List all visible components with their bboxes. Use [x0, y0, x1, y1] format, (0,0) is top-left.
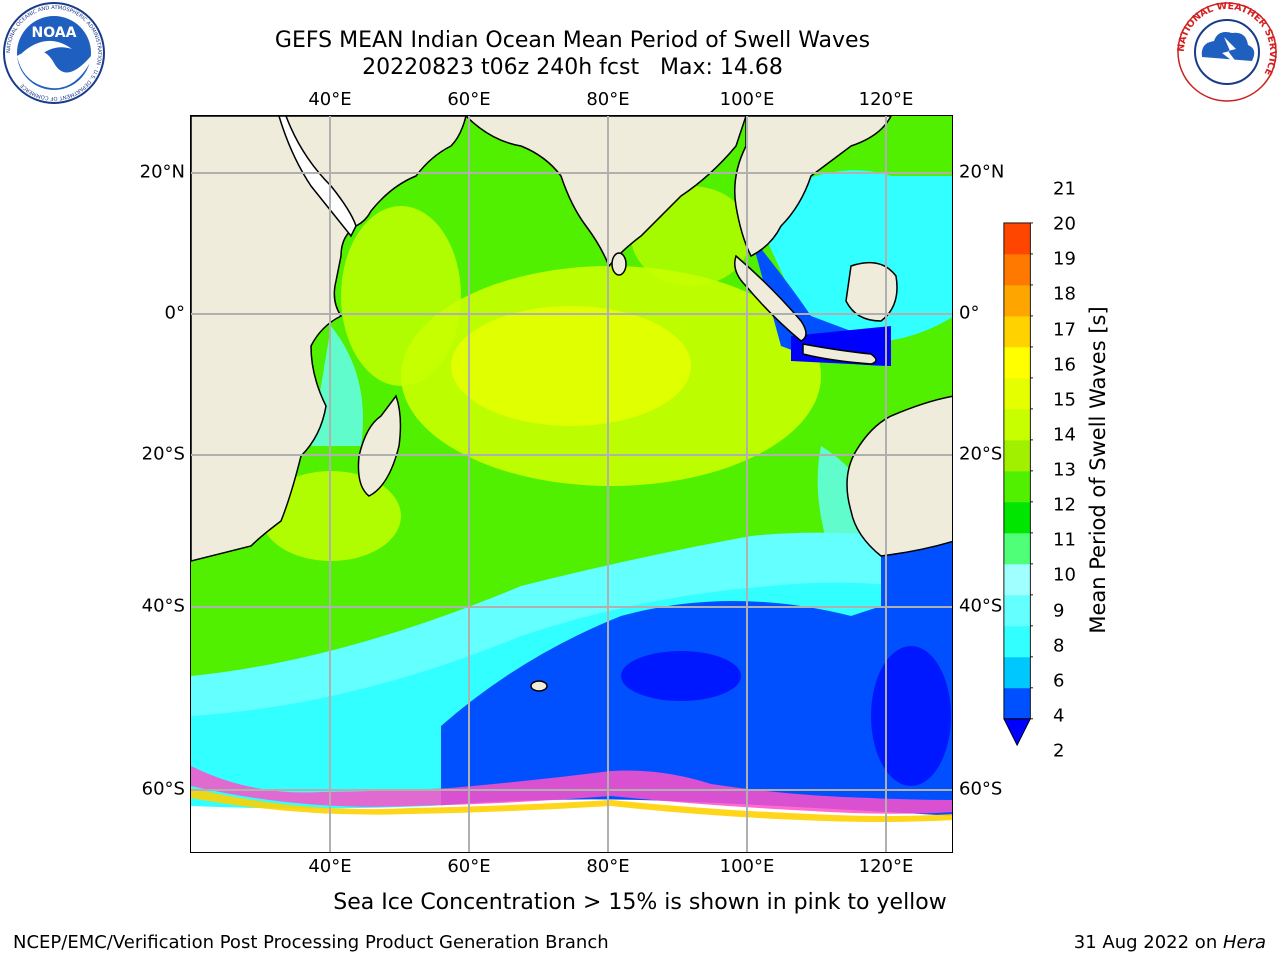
colorbar-label-13: 13 — [1053, 459, 1076, 481]
map-subtitle: 20220823 t06z 240h fcst Max: 14.68 — [362, 55, 783, 80]
sea-ice-caption: Sea Ice Concentration > 15% is shown in … — [0, 890, 1280, 915]
colorbar-segment-15 — [1003, 377, 1031, 410]
swell-min-patch — [621, 651, 741, 701]
madagascar — [357, 394, 402, 497]
nws-logo: NATIONAL WEATHER SERVICE — [1176, 1, 1278, 102]
colorbar-segment-16 — [1003, 346, 1031, 379]
colorbar-label-8: 8 — [1053, 635, 1065, 657]
colorbar-title: Mean Period of Swell Waves [s] — [1086, 306, 1110, 634]
y-tick-left-60s: 60°S — [141, 778, 185, 800]
colorbar-segment-10 — [1003, 532, 1031, 565]
colorbar-segment-12 — [1003, 470, 1031, 503]
x-tick-top-40e: 40°E — [308, 89, 352, 110]
swell-core-peak — [451, 306, 691, 426]
map-canvas — [191, 116, 952, 852]
colorbar-segment-20 — [1003, 222, 1031, 255]
x-tick-bottom-60e: 60°E — [447, 856, 491, 877]
footer-credit: NCEP/EMC/Verification Post Processing Pr… — [13, 932, 609, 953]
sea-ice-yellow — [191, 788, 952, 822]
x-tick-bottom-80e: 80°E — [586, 856, 630, 877]
colorbar-label-15: 15 — [1053, 389, 1076, 411]
sumatra — [734, 254, 807, 342]
noaa-logo: NOAA NATIONAL OCEANIC AND ATMOSPHERIC AD… — [3, 2, 105, 104]
svg-text:NOAA: NOAA — [32, 25, 77, 41]
y-tick-left-20n: 20°N — [139, 161, 185, 183]
y-tick-right-40s: 40°S — [959, 595, 1003, 617]
y-tick-left-40s: 40°S — [141, 595, 185, 617]
colorbar — [1003, 222, 1033, 747]
y-tick-right-60s: 60°S — [959, 778, 1003, 800]
colorbar-label-2: 2 — [1053, 740, 1065, 762]
colorbar-label-10: 10 — [1053, 564, 1076, 586]
se-asia-landmass — [734, 116, 892, 258]
colorbar-label-14: 14 — [1053, 424, 1076, 446]
kerguelen — [530, 680, 548, 692]
colorbar-label-6: 6 — [1053, 670, 1065, 692]
colorbar-outline — [1003, 222, 1031, 720]
colorbar-extend-arrow — [1003, 718, 1032, 747]
y-tick-left-0: 0° — [164, 302, 185, 324]
colorbar-segment-2 — [1003, 687, 1031, 720]
x-tick-bottom-40e: 40°E — [308, 856, 352, 877]
colorbar-segment-8 — [1003, 594, 1031, 627]
colorbar-label-19: 19 — [1053, 248, 1076, 270]
x-tick-top-100e: 100°E — [719, 89, 775, 110]
colorbar-label-16: 16 — [1053, 354, 1076, 376]
colorbar-label-4: 4 — [1053, 705, 1065, 727]
colorbar-segment-18 — [1003, 284, 1031, 317]
colorbar-label-17: 17 — [1053, 319, 1076, 340]
colorbar-segment-9 — [1003, 563, 1031, 596]
australia — [846, 395, 952, 557]
x-tick-top-120e: 120°E — [858, 89, 914, 110]
footer-date: 31 Aug 2022 on Hera — [1074, 932, 1266, 953]
colorbar-label-21: 21 — [1053, 178, 1076, 200]
swell-arabian-sea — [341, 206, 461, 386]
footer-date-text: 31 Aug 2022 on — [1073, 932, 1223, 953]
x-tick-top-80e: 80°E — [586, 89, 630, 110]
borneo — [845, 261, 898, 322]
x-tick-top-60e: 60°E — [447, 89, 491, 110]
africa-arabia-landmass — [191, 116, 467, 562]
map-panel — [190, 115, 953, 853]
colorbar-segment-14 — [1003, 408, 1031, 441]
map-title: GEFS MEAN Indian Ocean Mean Period of Sw… — [274, 28, 871, 53]
y-tick-right-20n: 20°N — [959, 161, 1005, 183]
colorbar-label-18: 18 — [1053, 283, 1076, 305]
colorbar-segment-13 — [1003, 439, 1031, 472]
colorbar-segment-19 — [1003, 253, 1031, 286]
colorbar-label-12: 12 — [1053, 494, 1076, 516]
footer-host: Hera — [1222, 932, 1266, 953]
swell-min-patch-east — [871, 646, 951, 786]
y-tick-right-20s: 20°S — [959, 443, 1003, 465]
sri-lanka — [611, 252, 627, 276]
y-tick-right-0: 0° — [959, 302, 980, 324]
colorbar-segment-17 — [1003, 315, 1031, 348]
x-tick-bottom-100e: 100°E — [719, 856, 775, 877]
y-tick-left-20s: 20°S — [141, 443, 185, 465]
java — [802, 343, 877, 365]
colorbar-label-20: 20 — [1053, 213, 1076, 235]
x-tick-bottom-120e: 120°E — [858, 856, 914, 877]
colorbar-segment-6 — [1003, 625, 1031, 658]
caption-text: Sea Ice Concentration > 15% is shown in … — [333, 890, 947, 915]
colorbar-label-9: 9 — [1053, 600, 1065, 621]
red-sea-gulf — [278, 116, 357, 238]
colorbar-segment-11 — [1003, 501, 1031, 534]
colorbar-label-11: 11 — [1053, 529, 1076, 551]
colorbar-segment-4 — [1003, 656, 1031, 689]
india-landmass — [464, 116, 747, 268]
swell-south-china-sea — [751, 170, 952, 343]
graticule — [191, 116, 952, 852]
